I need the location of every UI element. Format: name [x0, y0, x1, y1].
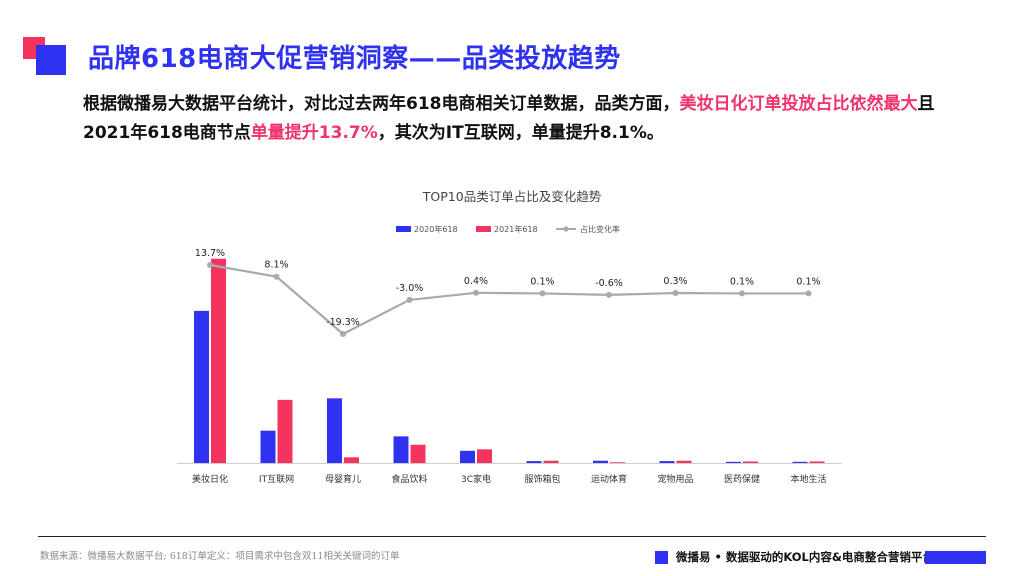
bar-2020 — [260, 430, 276, 463]
bar-2020 — [327, 398, 342, 463]
change-point — [473, 289, 479, 296]
change-point — [805, 290, 812, 297]
bar-2021 — [211, 258, 226, 463]
bar-2020 — [659, 461, 675, 463]
change-point — [273, 273, 280, 280]
x-tick-label: 美妆日化 — [192, 473, 228, 485]
bar-2020 — [792, 461, 808, 463]
bar-2021 — [410, 444, 426, 463]
change-line — [209, 263, 809, 336]
change-point — [207, 262, 213, 268]
x-tick-label: 宠物用品 — [657, 473, 693, 485]
bar-2021 — [743, 461, 758, 463]
legend-label-2021: 2021年618 — [494, 224, 538, 234]
bar-2021 — [543, 460, 559, 463]
bar-2020 — [460, 450, 475, 463]
change-data-label: 13.7% — [195, 248, 225, 259]
intro-text-1: 根据微播易大数据平台统计，对比过去两年618电商相关订单数据，品类方面， — [83, 94, 680, 114]
legend-label-change: 占比变化率 — [580, 224, 620, 234]
legend-marker-change — [563, 226, 569, 232]
intro-highlight-1: 美妆日化订单投放占比依然最大 — [679, 94, 918, 114]
change-point — [606, 291, 612, 298]
change-data-label: 0.1% — [796, 276, 820, 287]
change-point — [672, 290, 679, 297]
bar-2021 — [676, 460, 692, 463]
x-tick-label: 食品饮料 — [391, 473, 427, 485]
x-tick-label: 服饰箱包 — [524, 473, 560, 485]
change-data-label: 0.1% — [530, 276, 554, 287]
change-data-label: 0.3% — [663, 276, 687, 287]
footer-bar — [925, 551, 986, 564]
change-data-label: -0.6% — [595, 278, 623, 289]
bottom-divider — [38, 536, 986, 537]
bar-2020 — [526, 461, 542, 463]
change-data-label: 0.4% — [464, 276, 488, 287]
intro-text-2: 且2021年618电商节点 — [83, 94, 935, 143]
change-point — [406, 296, 413, 303]
x-tick-label: 本地生活 — [790, 473, 826, 485]
intro-highlight-2: 单量提升13.7% — [250, 123, 378, 143]
change-data-label: 0.1% — [730, 276, 754, 287]
legend-swatch-2020 — [396, 226, 411, 232]
change-point — [539, 290, 546, 297]
x-tick-label: 3C家电 — [461, 473, 491, 485]
bar-2021 — [477, 449, 492, 463]
x-tick-label: 医药保健 — [724, 473, 760, 485]
change-data-label: -19.3% — [326, 317, 360, 328]
legend-label-2020: 2020年618 — [414, 224, 458, 234]
x-tick-label: 母婴育儿 — [325, 473, 361, 485]
bar-2020 — [593, 460, 608, 463]
intro-paragraph: 根据微播易大数据平台统计，对比过去两年618电商相关订单数据，品类方面，美妆日化… — [83, 90, 943, 148]
legend-swatch-2021 — [476, 226, 491, 232]
source-note: 数据来源：微播易大数据平台; 618订单定义：项目需求中包含双11相关关键词的订… — [40, 551, 400, 562]
x-tick-label: 运动体育 — [591, 473, 627, 485]
change-point — [739, 290, 745, 297]
bar-2021 — [344, 457, 359, 463]
bar-2021 — [277, 399, 293, 463]
bar-2021 — [809, 461, 825, 463]
footer-tagline: 微播易 • 数据驱动的KOL内容&电商整合营销平台 — [676, 550, 934, 564]
bar-2020 — [393, 436, 409, 463]
intro-text-3: ，其次为IT互联网，单量提升8.1%。 — [377, 123, 664, 143]
bar-2020 — [194, 310, 209, 463]
change-data-label: -3.0% — [396, 283, 424, 294]
bar-2020 — [726, 461, 741, 463]
decor-square-blue — [36, 45, 66, 75]
change-point — [340, 331, 346, 337]
page-title: 品牌618电商大促营销洞察——品类投放趋势 — [88, 44, 621, 74]
x-tick-label: IT互联网 — [259, 474, 294, 485]
change-data-label: 8.1% — [264, 260, 288, 271]
footer-square — [655, 551, 668, 564]
bar-2021 — [610, 462, 625, 464]
chart-title: TOP10品类订单占比及变化趋势 — [422, 189, 602, 204]
